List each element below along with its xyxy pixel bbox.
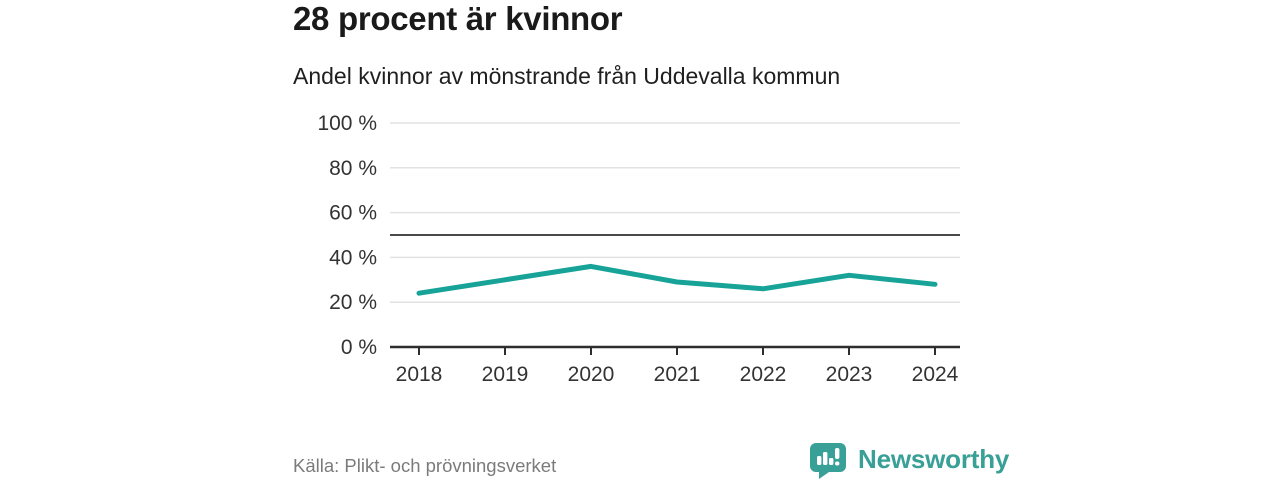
speech-bubble-shape	[810, 443, 846, 479]
exclamation-dot	[835, 461, 840, 466]
bar-chart-bar-2	[823, 452, 828, 465]
chart-subtitle: Andel kvinnor av mönstrande från Uddeval…	[293, 63, 841, 89]
x-axis-label: 2021	[654, 363, 701, 386]
newsworthy-logo-icon	[810, 443, 846, 479]
bar-chart-bar-1	[817, 456, 822, 465]
x-axis-label: 2018	[396, 363, 443, 386]
newsworthy-wordmark: Newsworthy	[858, 444, 1010, 474]
y-axis-label: 60 %	[329, 202, 377, 225]
x-axis-label: 2019	[482, 363, 529, 386]
trend-line-share-of-women	[416, 263, 938, 296]
source-note: Källa: Plikt- och prövningsverket	[293, 455, 557, 476]
exclamation-bar	[835, 448, 840, 459]
y-axis-label: 80 %	[329, 157, 377, 180]
x-axis-label: 2020	[568, 363, 615, 386]
y-axis-label: 40 %	[329, 246, 377, 269]
chart-title: 28 procent är kvinnor	[293, 0, 623, 37]
bar-chart-bar-3	[829, 458, 834, 465]
y-axis-label: 100 %	[317, 112, 377, 135]
y-axis-label: 0 %	[341, 336, 377, 359]
x-axis-label: 2023	[826, 363, 873, 386]
x-axis-label: 2024	[912, 363, 959, 386]
y-axis-label: 20 %	[329, 291, 377, 314]
x-axis-label: 2022	[740, 363, 787, 386]
newsworthy-logo: Newsworthy	[809, 441, 1009, 479]
